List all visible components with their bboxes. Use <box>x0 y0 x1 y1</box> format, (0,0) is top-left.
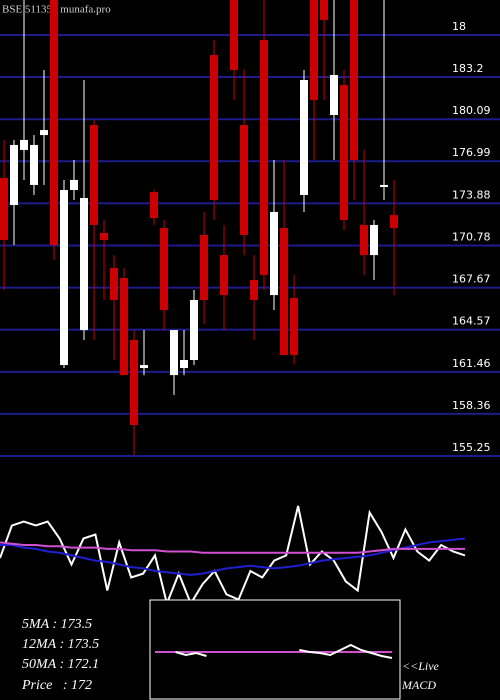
candle-body <box>220 255 228 296</box>
candle-body <box>170 330 178 376</box>
candle-body <box>140 365 148 369</box>
candle-body <box>370 224 378 256</box>
candle-body <box>350 0 358 161</box>
candle-body <box>280 227 288 356</box>
candle-body <box>200 235 208 300</box>
y-tick-label: 18 <box>452 20 466 33</box>
y-tick-label: 167.67 <box>452 273 491 286</box>
y-tick-label: 158.36 <box>452 399 491 412</box>
candle-body <box>180 360 188 369</box>
stat-price: Price : 172 <box>21 678 92 693</box>
y-tick-label: 176.99 <box>452 146 491 159</box>
candle-body <box>50 0 58 246</box>
candle-body <box>330 74 338 115</box>
candle-body <box>320 0 328 20</box>
candle-body <box>380 184 388 187</box>
candle-body <box>360 224 368 256</box>
y-tick-label: 161.46 <box>452 357 491 370</box>
candle-body <box>60 189 68 366</box>
candle-body <box>230 0 238 70</box>
candle-body <box>120 277 128 376</box>
y-tick-label: 183.2 <box>452 62 484 75</box>
macd-title: MACD <box>401 678 436 692</box>
y-tick-label: 180.09 <box>452 104 491 117</box>
y-tick-label: 170.78 <box>452 230 491 243</box>
indicator-line <box>0 505 466 607</box>
candle-body <box>340 85 348 220</box>
live-label: <<Live <box>402 659 440 673</box>
candle-body <box>160 227 168 310</box>
stat-12ma: 12MA : 173.5 <box>22 637 99 652</box>
candle-body <box>290 298 298 356</box>
stat-5ma: 5MA : 173.5 <box>22 617 92 632</box>
stat-50ma: 50MA : 172.1 <box>22 657 99 672</box>
candle-body <box>40 130 48 136</box>
candle-body <box>80 197 88 331</box>
y-tick-label: 164.57 <box>452 315 491 328</box>
candle-body <box>240 125 248 235</box>
candle-body <box>110 267 118 300</box>
candle-body <box>260 40 268 276</box>
indicator-line <box>175 643 393 659</box>
candle-body <box>100 232 108 241</box>
indicator-line <box>0 541 465 554</box>
candle-body <box>270 211 278 296</box>
candle-body <box>310 0 318 100</box>
candle-body <box>0 178 8 241</box>
candle-body <box>130 339 138 425</box>
candle-body <box>20 139 28 150</box>
candle-body <box>150 192 158 219</box>
candle-body <box>90 125 98 225</box>
candle-body <box>10 144 18 206</box>
indicator-line <box>0 537 466 576</box>
candle-body <box>30 144 38 185</box>
y-tick-label: 155.25 <box>452 441 491 454</box>
candle-body <box>250 280 258 300</box>
candle-body <box>190 299 198 361</box>
y-tick-label: 173.88 <box>452 188 491 201</box>
candle-body <box>390 215 398 228</box>
candle-body <box>210 55 218 201</box>
candle-body <box>70 179 78 190</box>
candle-body <box>300 80 308 195</box>
